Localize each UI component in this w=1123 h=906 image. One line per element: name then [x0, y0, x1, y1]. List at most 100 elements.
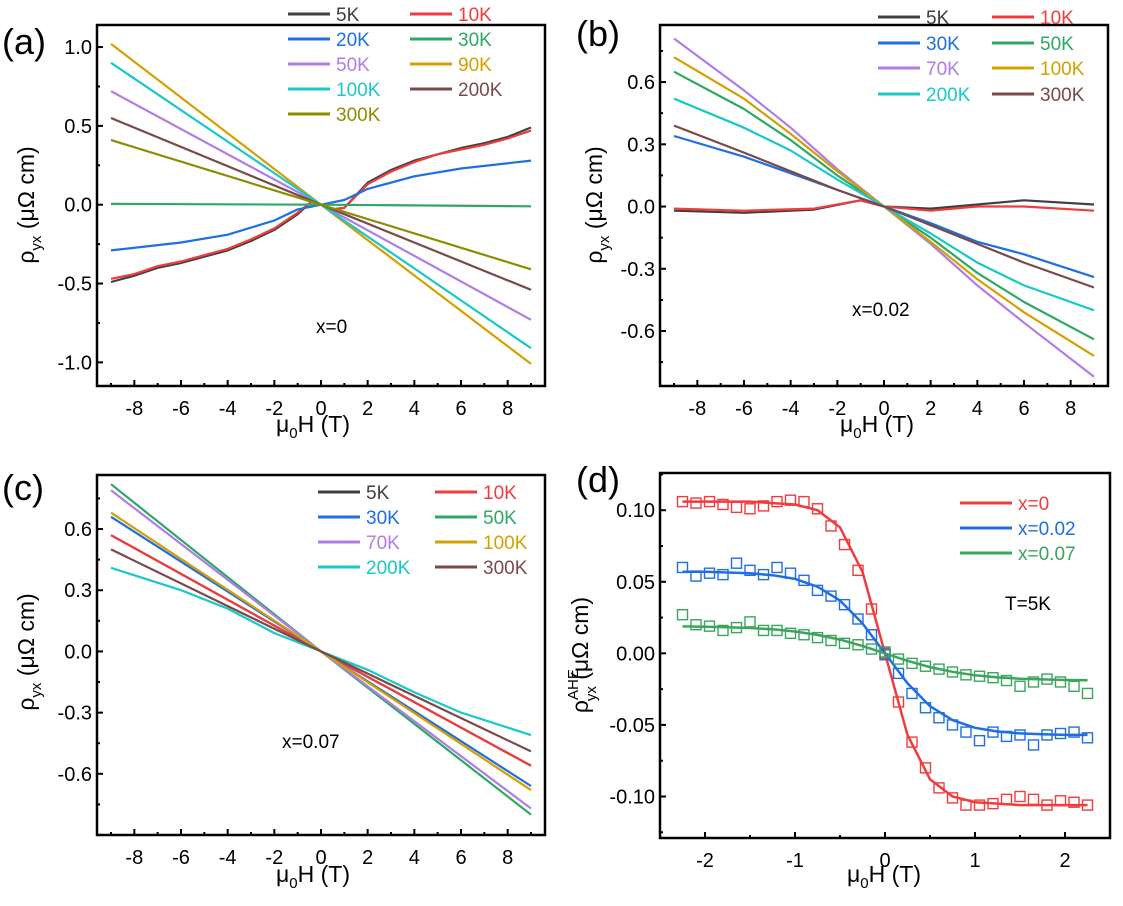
data-marker: [798, 629, 810, 641]
data-marker: [690, 570, 702, 582]
data-marker: [906, 736, 918, 748]
data-marker: [1000, 674, 1013, 687]
legend-label: 10K: [458, 5, 492, 26]
y-label-main: ρ: [567, 700, 593, 713]
data-marker: [717, 568, 729, 581]
data-marker: [852, 564, 864, 577]
x-tick-label: 4: [972, 398, 983, 420]
legend-label: 50K: [336, 55, 370, 76]
legend-label: 70K: [926, 59, 960, 80]
x-tick-label: -1: [786, 850, 804, 872]
fit-line: [682, 625, 1088, 682]
legend-entry: 10K: [410, 5, 492, 26]
legend-entry: 10K: [435, 483, 517, 504]
data-marker: [784, 494, 797, 506]
data-marker: [892, 667, 905, 680]
legend-label: 20K: [336, 30, 370, 51]
data-marker: [703, 495, 716, 508]
legend-label: 50K: [1040, 34, 1074, 55]
legend-label: 100K: [1040, 59, 1085, 80]
x-tick-label: -6: [172, 847, 190, 869]
legend-label: 5K: [336, 5, 360, 26]
data-marker: [1014, 680, 1026, 692]
legend-entry: 100K: [992, 59, 1085, 80]
data-marker: [1068, 796, 1080, 808]
data-marker: [771, 495, 783, 508]
data-marker: [771, 561, 783, 574]
x-tick-label: -4: [219, 398, 237, 420]
data-marker: [852, 613, 864, 625]
legend-label: 30K: [458, 30, 492, 51]
data-marker: [946, 666, 959, 678]
legend-label: 200K: [926, 85, 971, 106]
legend-label: x=0.07: [1018, 544, 1076, 565]
data-marker: [798, 574, 810, 587]
x-tick-label: 6: [455, 398, 466, 420]
data-marker: [1041, 729, 1053, 741]
legend-label: 100K: [483, 533, 528, 554]
series-line: [673, 124, 1095, 289]
x-tick-label: 0: [315, 398, 326, 420]
annotation: x=0: [316, 317, 347, 338]
data-marker: [1027, 739, 1040, 751]
data-marker: [960, 726, 972, 738]
x-label-sub: 0: [860, 875, 868, 892]
x-tick-label: -8: [125, 847, 143, 869]
data-marker: [892, 696, 905, 708]
x-label-main: μ: [847, 861, 860, 887]
legend-label: 30K: [926, 34, 960, 55]
data-marker: [1000, 793, 1013, 806]
panel-label: (d): [576, 459, 620, 500]
x-label-sub: 0: [853, 425, 861, 442]
data-marker: [690, 619, 702, 631]
data-marker: [1081, 799, 1094, 811]
x-label-rest: H (T): [298, 861, 350, 887]
legend-label: 10K: [1040, 8, 1074, 29]
data-marker: [946, 792, 959, 804]
x-tick-label: 2: [925, 398, 936, 420]
legend-entry: 100K: [435, 533, 528, 554]
y-tick-label: 0.3: [627, 134, 655, 156]
data-marker: [1014, 790, 1026, 803]
x-tick-label: 2: [362, 398, 373, 420]
x-tick-label: 0: [315, 847, 326, 869]
data-marker: [906, 687, 918, 700]
x-tick-label: 0: [878, 398, 889, 420]
legend-entry: 30K: [878, 34, 960, 55]
y-tick-label: 1.0: [64, 37, 92, 59]
data-marker: [838, 598, 851, 611]
series-x=0.07: [676, 609, 1094, 700]
y-label-rest: (μΩ cm): [567, 597, 593, 686]
panel-label: (a): [2, 21, 46, 62]
y-tick-label: -0.6: [58, 764, 92, 786]
x-label-main: μ: [276, 861, 289, 887]
y-label-sub: yx: [583, 686, 600, 702]
data-marker: [784, 567, 797, 579]
panel-c: -8 -6 -4 -2 0 2 4 6 8-0.6-0.30.00.30.6(c)μ0H (T)…: [2, 467, 547, 892]
x-tick-label: 6: [455, 847, 466, 869]
x-tick-label: 8: [502, 847, 513, 869]
data-marker: [1014, 729, 1026, 741]
x-tick-label: 8: [502, 398, 513, 420]
data-marker: [811, 584, 824, 597]
series-line: [110, 548, 532, 753]
legend-label: 90K: [458, 55, 492, 76]
legend-entry: 10K: [992, 8, 1074, 29]
data-marker: [865, 643, 878, 655]
legend-entry: 50K: [435, 508, 517, 529]
y-tick-label: 0.6: [627, 72, 655, 94]
x-tick-label: -4: [782, 398, 800, 420]
data-marker: [973, 670, 986, 682]
panel-label: (c): [2, 467, 44, 508]
y-label-sup: AHE: [565, 669, 582, 700]
data-marker: [757, 500, 770, 512]
legend-entry: x=0.02: [960, 519, 1076, 540]
y-tick-label: 0.0: [64, 641, 92, 663]
legend-label: 300K: [483, 558, 528, 579]
series-line: [110, 483, 532, 816]
data-marker: [730, 621, 743, 634]
x-tick-label: 4: [409, 398, 420, 420]
data-marker: [730, 557, 743, 569]
panel-a: -8 -6 -4 -2 0 2 4 6 8-1.0-0.50.00.51.0(a)μ0H (T)…: [2, 5, 547, 442]
data-marker: [798, 495, 810, 508]
